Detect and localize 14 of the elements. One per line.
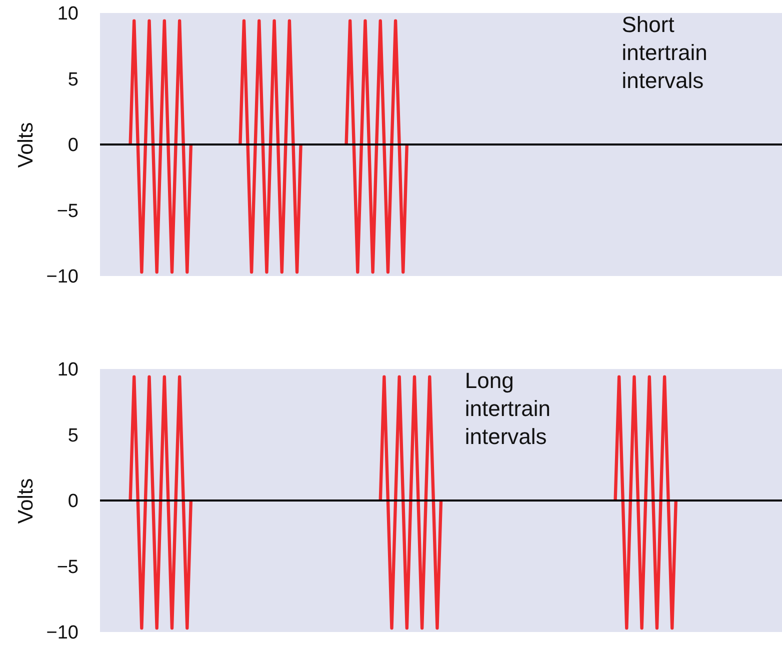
y-tick-label: −10 (46, 622, 78, 644)
y-tick-label: 5 (68, 425, 78, 446)
y-tick-label: 0 (68, 491, 78, 512)
y-tick-label: 10 (57, 360, 78, 380)
y-tick-label: −10 (46, 266, 78, 288)
y-tick-label: 5 (68, 69, 78, 90)
y-tick-label: −5 (56, 556, 78, 578)
y-axis-title: Volts (14, 478, 38, 524)
y-tick-label: 0 (68, 135, 78, 156)
y-tick-label: −5 (56, 200, 78, 222)
y-axis-title: Volts (14, 122, 38, 168)
annotation: Short intertrain intervals (622, 12, 708, 93)
annotation: Long intertrain intervals (464, 368, 550, 449)
y-tick-label: 10 (57, 4, 78, 24)
